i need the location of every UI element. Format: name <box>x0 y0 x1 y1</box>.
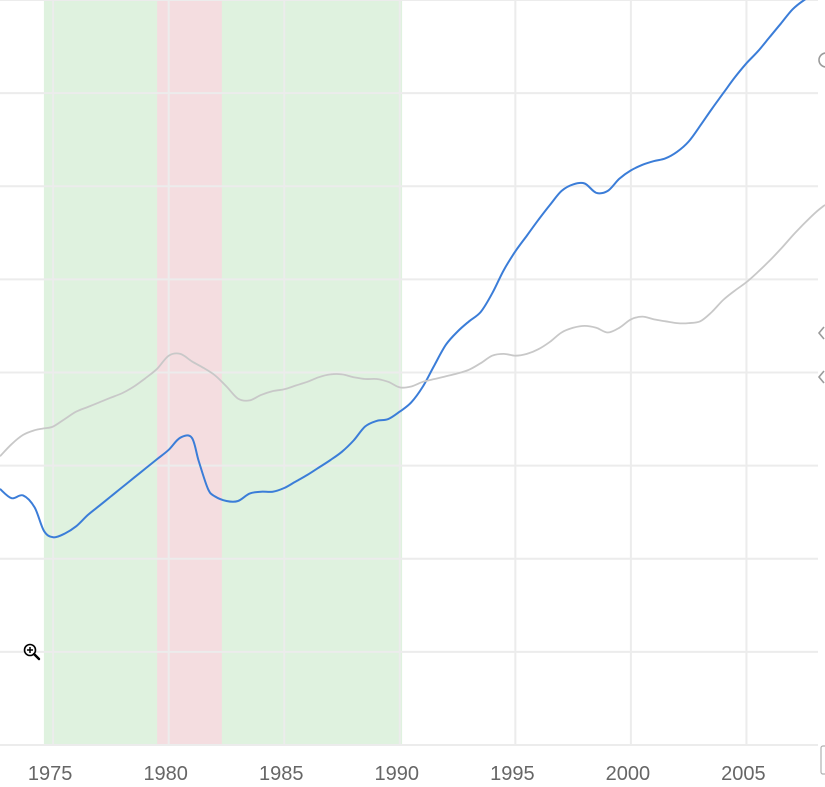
x-tick-label-2: 1985 <box>259 763 304 785</box>
x-tick-label-3: 1990 <box>375 763 420 785</box>
chevron-left-icon[interactable] <box>816 324 825 342</box>
vertical-gridlines <box>52 0 748 745</box>
x-tick-label-0: 1975 <box>28 763 73 785</box>
x-tick-label-1: 1980 <box>143 763 188 785</box>
scroll-handle[interactable] <box>820 745 825 775</box>
zoom-in-icon <box>23 643 41 661</box>
x-tick-label-6: 2005 <box>721 763 766 785</box>
horizontal-gridlines <box>0 0 818 746</box>
x-tick-label-5: 2000 <box>606 763 651 785</box>
x-axis-tick-labels: 1975 1980 1985 1990 1995 2000 2005 <box>28 763 766 785</box>
chevron-left-icon[interactable] <box>816 368 825 386</box>
x-tick-label-4: 1995 <box>490 763 535 785</box>
series-line-0 <box>0 0 807 539</box>
series-lines <box>0 0 825 539</box>
series-line-1 <box>0 204 825 457</box>
settings-icon[interactable] <box>817 48 825 72</box>
